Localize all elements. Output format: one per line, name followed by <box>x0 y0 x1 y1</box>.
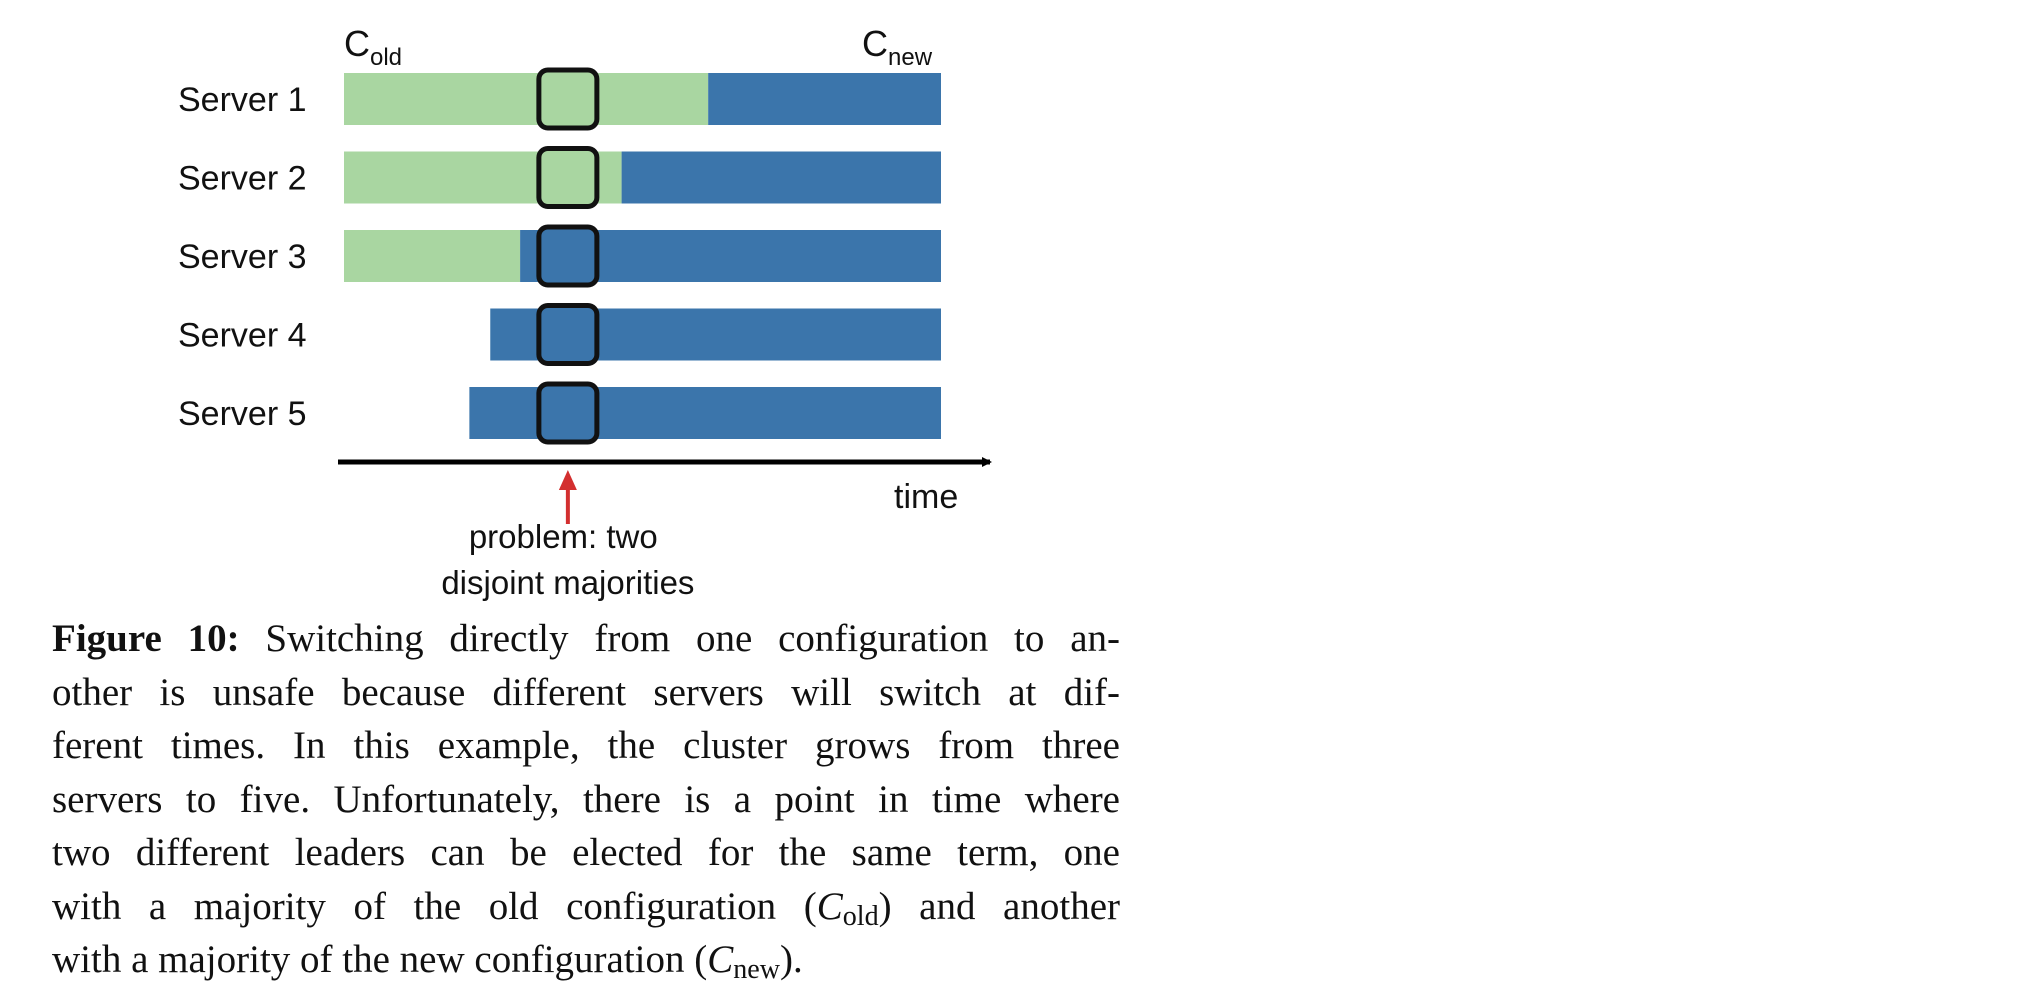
server-row: Server 1 <box>178 67 941 131</box>
c-old-label-sub: old <box>370 44 402 71</box>
caption-line-4: servers to five. Unfortunately, there is… <box>52 777 1120 821</box>
new-config-segment <box>708 73 941 125</box>
c-old-label-base: C <box>344 23 370 64</box>
caption-line-1: Figure 10: Switching directly from one c… <box>52 612 1120 666</box>
caption-line-2: other is unsafe because different server… <box>52 670 1120 714</box>
server-rows: Server 1 Server 2 Server 3 Server 4 Server 5 <box>178 67 941 445</box>
caption-math-c-new-base: C <box>707 938 734 981</box>
c-new-label: Cnew <box>862 23 933 71</box>
caption-math-c-old-sub: old <box>842 900 879 932</box>
caption-line-6-before: with a majority of the old configuration… <box>52 884 817 928</box>
server-label: Server 5 <box>178 395 307 433</box>
highlight-box <box>536 224 600 288</box>
caption-line-3: ferent times. In this example, the clust… <box>52 724 1120 767</box>
server-label: Server 1 <box>178 81 307 119</box>
old-config-segment <box>344 230 521 282</box>
caption-line-6: with a majority of the old configuration… <box>52 880 1120 934</box>
highlight-box <box>536 381 600 445</box>
server-row: Server 3 <box>178 224 941 288</box>
server-label: Server 3 <box>178 238 307 276</box>
server-row: Server 4 <box>178 303 941 366</box>
highlight-box <box>536 146 600 209</box>
old-config-segment <box>344 73 709 125</box>
caption-line-6-after: ) and another <box>878 884 1120 928</box>
caption-math-c-old: Cold <box>816 884 879 931</box>
caption-line-1-text: Switching directly from one configuratio… <box>265 617 1120 660</box>
caption-line-7: with a majority of the new configuration… <box>52 933 1120 987</box>
highlight-box <box>536 303 600 366</box>
c-old-label: Cold <box>344 23 402 71</box>
caption-line-7-after: ). <box>780 938 803 981</box>
highlight-box <box>536 67 600 131</box>
server-label: Server 4 <box>178 317 307 355</box>
problem-annotation-line-1: problem: two <box>469 518 658 555</box>
figure-caption: Figure 10: Switching directly from one c… <box>52 612 1120 987</box>
c-new-label-sub: new <box>888 44 933 71</box>
problem-arrow <box>558 470 577 524</box>
problem-annotation-line-2: disjoint majorities <box>441 564 694 601</box>
problem-annotation: problem: two disjoint majorities <box>441 518 694 601</box>
caption-math-c-new: Cnew <box>707 938 780 984</box>
server-row: Server 2 <box>178 146 941 209</box>
caption-line-7-before: with a majority of the new configuration… <box>52 938 708 981</box>
new-config-segment <box>621 151 941 204</box>
caption-line-5: two different leaders can be elected for… <box>52 831 1120 874</box>
server-label: Server 2 <box>178 160 307 198</box>
time-axis-label: time <box>894 478 958 516</box>
caption-figure-label: Figure 10: <box>52 617 240 660</box>
caption-math-c-old-base: C <box>816 884 843 928</box>
caption-math-c-new-sub: new <box>733 954 781 986</box>
c-new-label-base: C <box>862 23 888 64</box>
server-row: Server 5 <box>178 381 941 445</box>
